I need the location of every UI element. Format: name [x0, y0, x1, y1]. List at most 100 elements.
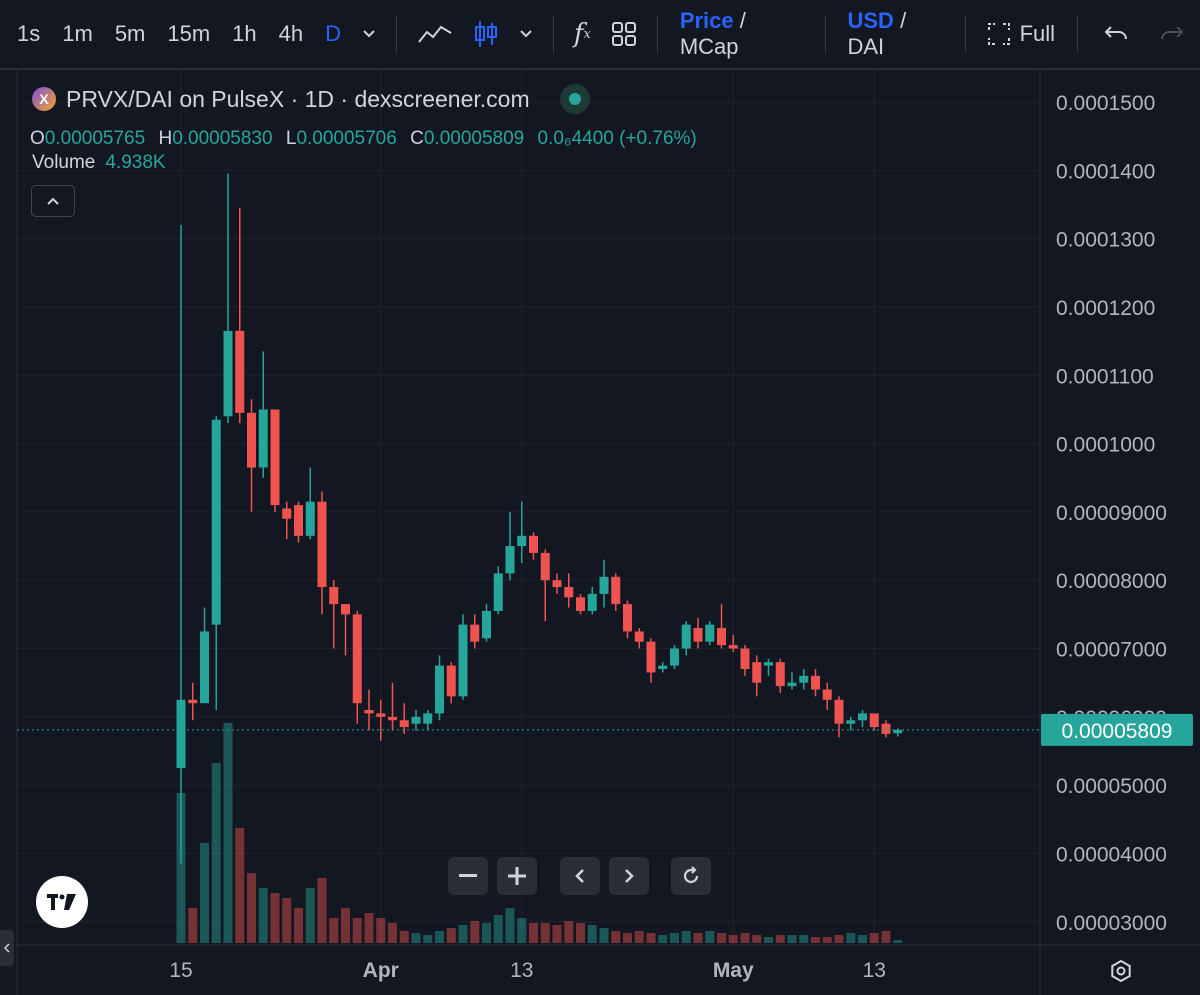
x-tick-label: 15 — [169, 959, 192, 982]
candlesticks — [176, 173, 903, 864]
volume-bar — [235, 828, 245, 943]
undo-icon[interactable] — [1088, 25, 1144, 43]
y-tick-label: 0.0001500 — [1056, 92, 1155, 115]
volume-bar — [399, 931, 409, 943]
price-axis[interactable]: 0.0001500 0.0001400 0.0001300 0.0001200 0.00… — [1056, 92, 1167, 935]
candle-body — [376, 713, 386, 717]
timeframe-1h[interactable]: 1h — [232, 21, 257, 46]
layout-grid-icon[interactable] — [601, 21, 647, 47]
timeframe-dropdown-chevron-icon[interactable] — [352, 29, 386, 39]
volume-bar — [529, 923, 538, 943]
x-tick-label: 13 — [510, 959, 533, 982]
candle-body — [529, 535, 538, 553]
volume-bars — [176, 723, 903, 943]
candle-body — [176, 699, 186, 769]
volume-bar — [411, 933, 421, 943]
volume-bar — [764, 937, 773, 943]
reset-chart-button[interactable] — [671, 857, 711, 895]
volume-bar — [446, 928, 456, 943]
chart-settings-button[interactable] — [1106, 956, 1136, 986]
candle-body — [611, 576, 621, 605]
volume-bar — [540, 923, 550, 943]
scroll-left-button[interactable] — [560, 857, 600, 895]
volume-bar — [611, 931, 621, 943]
volume-label: Volume — [32, 152, 96, 173]
last-price-marker: 0.00005809 — [17, 713, 1193, 746]
settings-gear-icon — [1111, 960, 1131, 982]
redo-icon[interactable] — [1144, 25, 1200, 43]
timeframe-d[interactable]: D — [325, 21, 342, 46]
volume-bar — [317, 878, 327, 943]
dai-option[interactable]: DAI — [847, 34, 885, 59]
timeframe-1s[interactable]: 1s — [17, 21, 41, 46]
zoom-in-button[interactable] — [497, 857, 537, 895]
toggle-slash: / — [900, 8, 907, 33]
collapse-legend-button[interactable] — [31, 185, 75, 217]
zoom-out-button[interactable] — [448, 857, 488, 895]
toolbar-divider — [656, 15, 658, 53]
y-tick-label: 0.00007000 — [1056, 639, 1167, 662]
sidebar-toggle-button[interactable] — [0, 930, 14, 966]
y-tick-label: 0.0001000 — [1056, 434, 1155, 457]
volume-bar — [188, 908, 198, 943]
reset-icon — [683, 866, 699, 884]
ohlc-row: O0.00005765 H0.00005830 L0.00005706 C0.0… — [30, 128, 697, 150]
chevron-right-icon — [625, 869, 634, 883]
volume-bar — [775, 935, 785, 943]
volume-bar — [247, 873, 256, 943]
token-logo-icon: X — [32, 87, 56, 111]
candle-body — [693, 628, 703, 642]
line-chart-icon[interactable] — [407, 22, 463, 46]
candle-body — [294, 505, 303, 536]
chart-type-chevron-icon[interactable] — [509, 29, 543, 39]
volume-bar — [893, 940, 903, 943]
candle-body — [587, 593, 597, 611]
price-mcap-toggle[interactable]: Price / MCap — [668, 8, 815, 60]
candle-body — [787, 682, 797, 687]
y-tick-label: 0.00005000 — [1056, 775, 1167, 798]
fullscreen-icon — [987, 23, 1010, 45]
volume-bar — [576, 923, 585, 943]
volume-bar — [482, 923, 491, 943]
volume-bar — [270, 893, 280, 943]
candle-body — [423, 713, 433, 724]
currency-toggle[interactable]: USD / DAI — [835, 8, 954, 60]
candles-chart-icon[interactable] — [463, 19, 509, 49]
volume-bar — [822, 937, 832, 943]
x-tick-label: 13 — [863, 959, 886, 982]
fullscreen-button[interactable]: Full — [976, 21, 1067, 47]
candle-body — [282, 508, 292, 519]
candle-body — [728, 645, 738, 649]
volume-bar — [881, 931, 891, 943]
y-tick-label: 0.00009000 — [1056, 502, 1167, 525]
usd-option[interactable]: USD — [847, 8, 894, 33]
candle-body — [329, 587, 339, 605]
scroll-right-button[interactable] — [609, 857, 649, 895]
timeframe-15m[interactable]: 15m — [167, 21, 211, 46]
volume-bar — [869, 933, 879, 943]
candle-body — [399, 720, 409, 728]
timeframe-1m[interactable]: 1m — [62, 21, 93, 46]
volume-bar — [564, 921, 574, 943]
price-option[interactable]: Price — [679, 8, 734, 33]
candle-body — [493, 573, 503, 611]
candle-body — [317, 501, 327, 588]
candle-body — [435, 665, 444, 714]
candle-body — [564, 587, 574, 598]
candle-body — [305, 501, 315, 536]
timeframe-5m[interactable]: 5m — [114, 21, 146, 46]
candle-body — [270, 409, 280, 506]
tradingview-logo-icon[interactable] — [36, 876, 88, 928]
candle-body — [752, 662, 762, 683]
time-axis[interactable]: 15 Apr 13 May 13 — [169, 959, 886, 982]
candle-body — [705, 624, 715, 642]
volume-bar — [200, 843, 209, 943]
mcap-option[interactable]: MCap — [679, 34, 739, 59]
volume-bar — [329, 918, 339, 943]
volume-legend: Volume 4.938K — [32, 152, 166, 174]
candle-body — [822, 689, 832, 700]
timeframe-4h[interactable]: 4h — [278, 21, 304, 46]
high-label: H — [158, 128, 173, 149]
